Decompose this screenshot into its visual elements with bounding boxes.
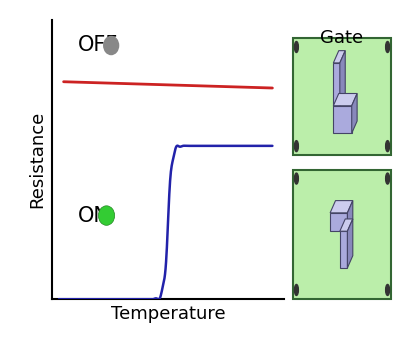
Circle shape: [294, 141, 298, 152]
Circle shape: [294, 41, 298, 52]
Polygon shape: [330, 201, 353, 213]
Polygon shape: [352, 94, 357, 133]
Polygon shape: [333, 94, 357, 106]
Polygon shape: [333, 51, 345, 63]
Circle shape: [103, 36, 119, 55]
Bar: [293, 38, 390, 155]
Circle shape: [294, 285, 298, 295]
Y-axis label: Resistance: Resistance: [28, 111, 46, 208]
Circle shape: [294, 173, 298, 184]
Text: Gate: Gate: [320, 30, 364, 47]
Circle shape: [386, 285, 390, 295]
Polygon shape: [347, 201, 353, 231]
X-axis label: Temperature: Temperature: [111, 305, 225, 323]
Polygon shape: [347, 219, 353, 268]
Text: ON: ON: [78, 206, 109, 225]
Circle shape: [386, 141, 390, 152]
Text: OFF: OFF: [78, 35, 118, 55]
Polygon shape: [333, 63, 340, 106]
Bar: [293, 170, 390, 299]
Polygon shape: [330, 213, 347, 231]
Polygon shape: [333, 106, 352, 133]
Circle shape: [386, 173, 390, 184]
Polygon shape: [340, 231, 347, 268]
Circle shape: [386, 41, 390, 52]
Polygon shape: [340, 219, 353, 231]
Circle shape: [98, 206, 115, 225]
Polygon shape: [340, 51, 345, 106]
